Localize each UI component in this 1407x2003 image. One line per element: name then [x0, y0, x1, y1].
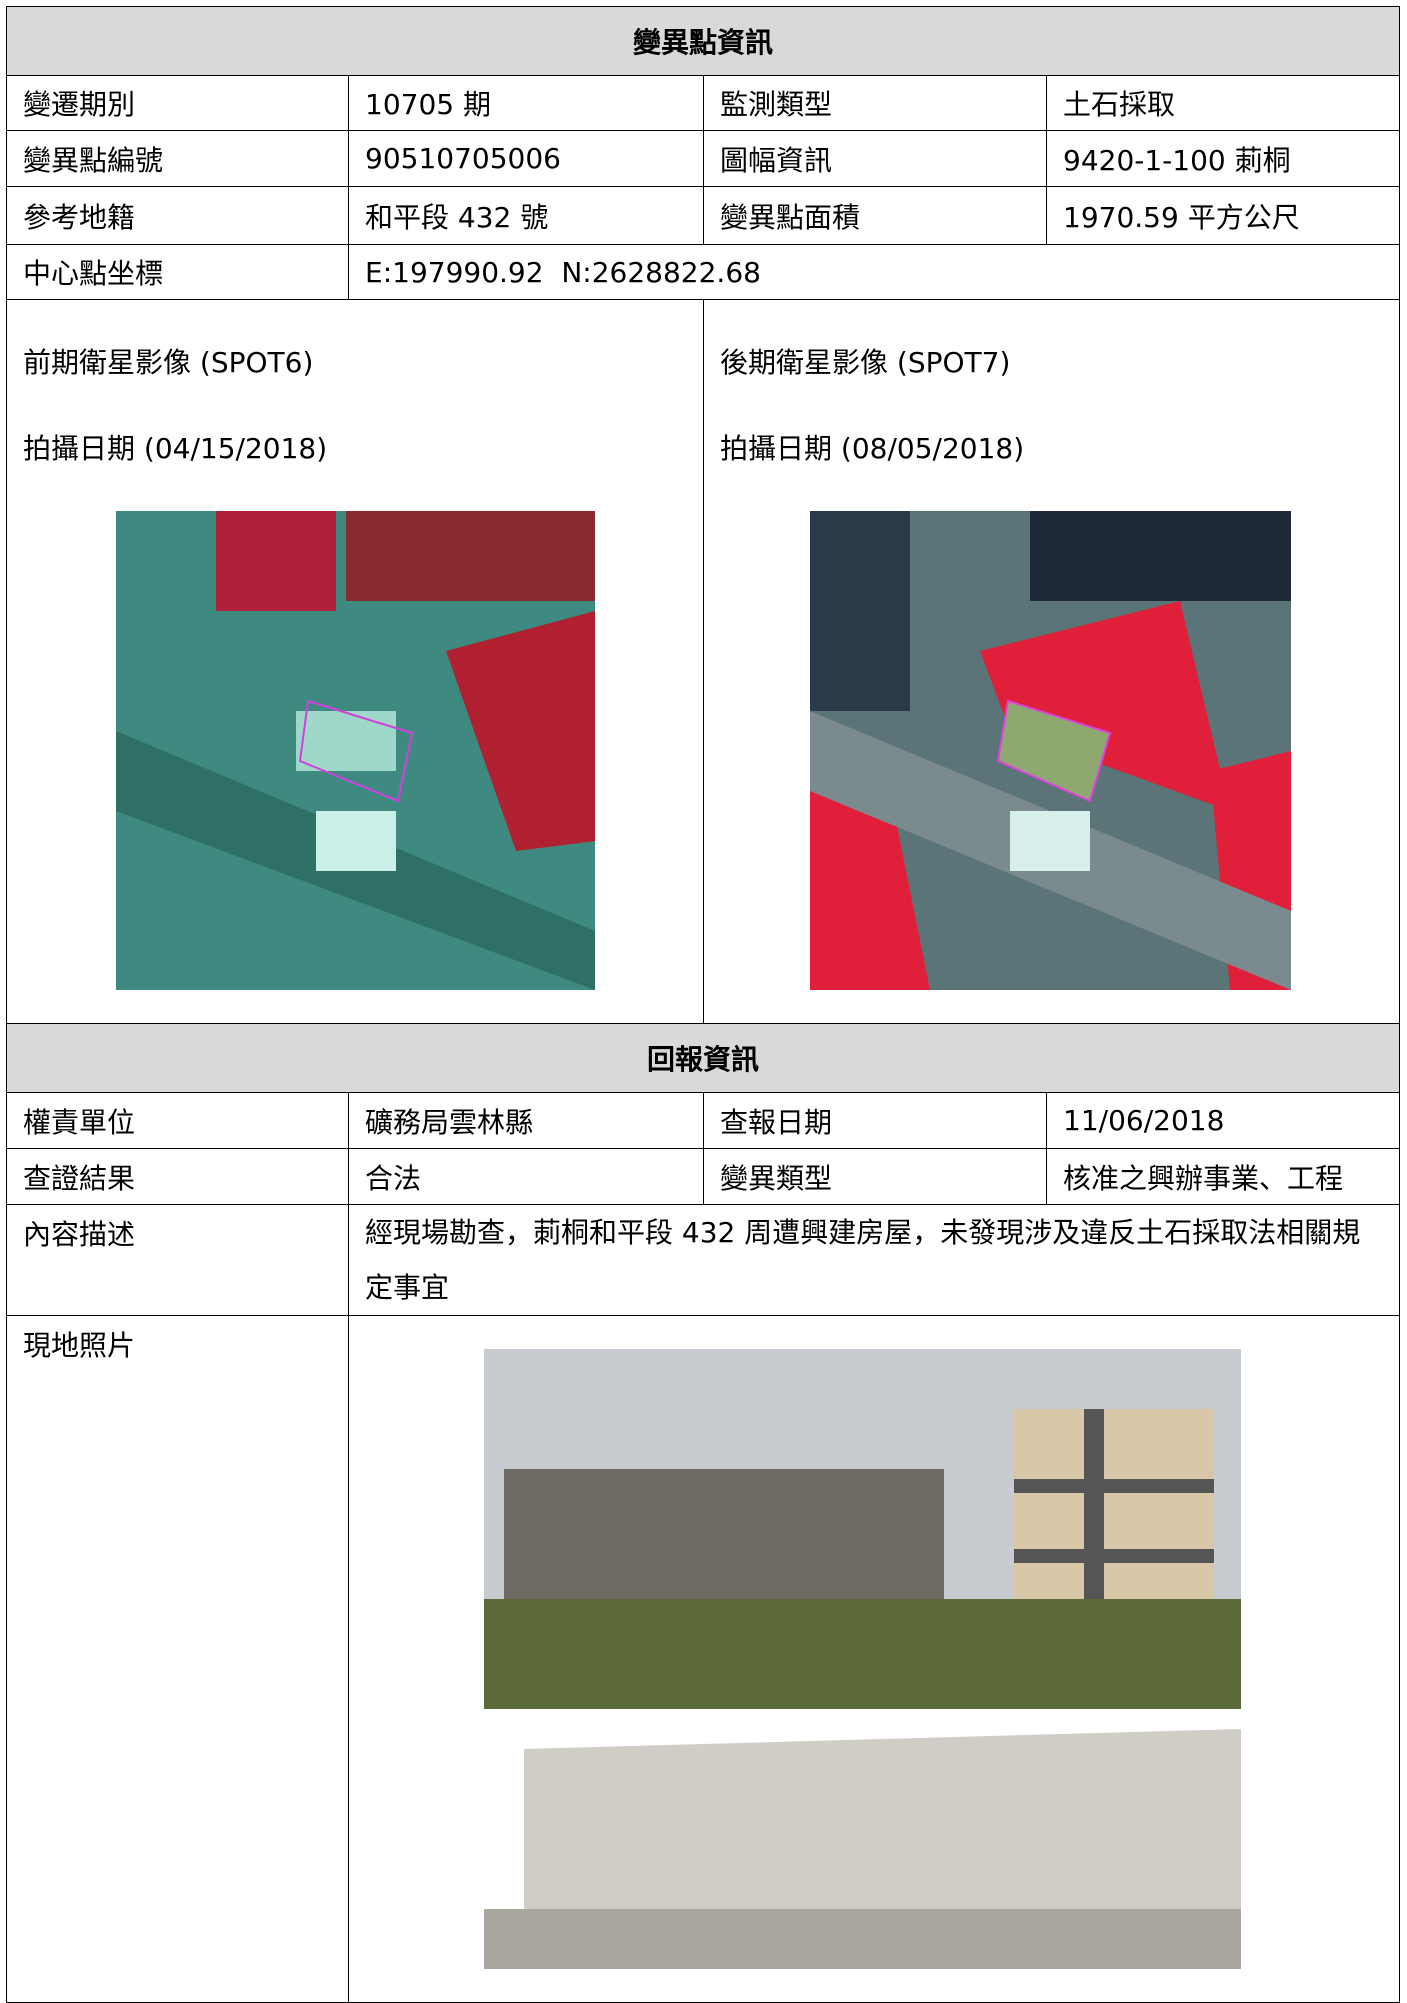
- caption: 後期衛星影像 (SPOT7): [720, 346, 1011, 379]
- section-title: 變異點資訊: [5, 6, 1401, 76]
- caption: 前期衛星影像 (SPOT6): [23, 346, 314, 379]
- label: 中心點坐標: [6, 244, 349, 300]
- value: E:197990.92 N:2628822.68: [347, 244, 1401, 300]
- label: 變遷期別: [6, 75, 349, 131]
- photo-cell: [347, 1315, 1401, 2003]
- label: 查證結果: [6, 1148, 349, 1205]
- page: 變異點資訊 變遷期別 10705 期監測類型 土石採取 變異點編號 905107050…: [5, 6, 1401, 2003]
- image-cell: 後期衛星影像 (SPOT7) 拍攝日期 (08/05/2018): [702, 299, 1401, 1024]
- value: 10705 期: [348, 75, 704, 131]
- site-photo: [484, 1349, 1241, 1969]
- value: 90510705006: [348, 130, 704, 187]
- section-title: 回報資訊: [5, 1023, 1401, 1093]
- label: 參考地籍: [6, 186, 349, 245]
- image-cell: 前期衛星影像 (SPOT6) 拍攝日期 (04/15/2018): [6, 299, 704, 1024]
- value: 9420-1-100 莿桐: [1045, 130, 1401, 187]
- label: 變異類型: [703, 1148, 1047, 1205]
- date: 拍攝日期 (04/15/2018): [23, 432, 328, 465]
- value: 土石採取: [1045, 75, 1401, 131]
- value: 1970.59 平方公尺: [1045, 186, 1401, 245]
- description: 經現場勘查，莿桐和平段 432 周遭興建房屋，未發現涉及違反土石採取法相關規定事…: [347, 1204, 1401, 1316]
- label: 變異點面積: [703, 186, 1047, 245]
- satellite-image: [116, 511, 595, 990]
- label: 內容描述: [6, 1204, 349, 1316]
- label: 權責單位: [6, 1092, 349, 1149]
- value: 核准之興辦事業、工程: [1045, 1148, 1401, 1205]
- value: 礦務局雲林縣: [348, 1092, 704, 1149]
- label: 監測類型: [703, 75, 1047, 131]
- label: 現地照片: [6, 1315, 349, 2003]
- label: 查報日期: [703, 1092, 1047, 1149]
- label: 變異點編號: [6, 130, 349, 187]
- satellite-image: [810, 511, 1291, 990]
- date: 拍攝日期 (08/05/2018): [720, 432, 1025, 465]
- value: 合法: [348, 1148, 704, 1205]
- value: 和平段 432 號: [348, 186, 704, 245]
- value: 11/06/2018: [1045, 1092, 1401, 1149]
- label: 圖幅資訊: [703, 130, 1047, 187]
- report-table: 變異點資訊 變遷期別 10705 期監測類型 土石採取 變異點編號 905107050…: [5, 6, 1401, 2003]
